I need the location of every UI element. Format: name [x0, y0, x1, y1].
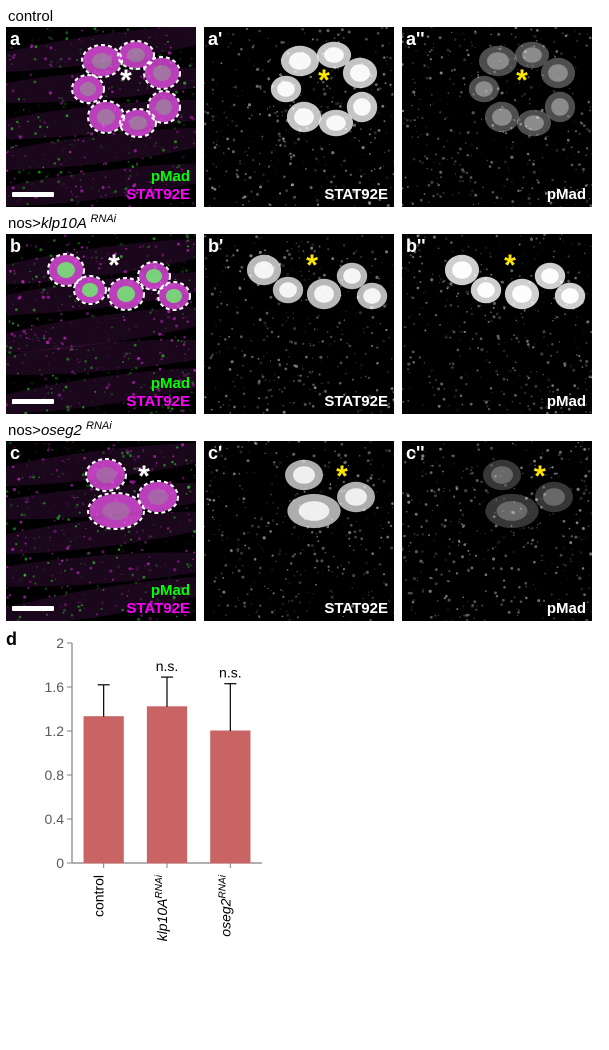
- figure: control a * pMad STAT92E a' * STAT92E a'…: [0, 0, 609, 978]
- scale-bar: [12, 192, 54, 197]
- channel-label-pmad: pMad: [151, 375, 190, 392]
- panel-row-klp10a: b * pMad STAT92E b' * STAT92E b'' * pMad: [6, 234, 609, 414]
- panel-tag: a: [10, 29, 20, 50]
- merged-panel-klp10a: b * pMad STAT92E: [6, 234, 196, 414]
- gray-panel-control-stat: a' * STAT92E: [204, 27, 394, 207]
- panel-tag: c': [208, 443, 222, 464]
- row-label-klp10a: nos>klp10A RNAi: [8, 213, 609, 232]
- channel-label-stat92e: STAT92E: [126, 600, 190, 617]
- panel-tag: c'': [406, 443, 425, 464]
- channel-label: STAT92E: [324, 186, 388, 203]
- channel-label: pMad: [547, 393, 586, 410]
- channel-label: STAT92E: [324, 393, 388, 410]
- bar-1: [147, 707, 186, 863]
- image-rows: control a * pMad STAT92E a' * STAT92E a'…: [6, 8, 609, 621]
- channel-label: pMad: [547, 186, 586, 203]
- bar-chart: 0 0.4 0.8 1.2 1.6 2 control n.s. klp10ARNAi n.s. o…: [24, 633, 304, 963]
- channel-label-stat92e: STAT92E: [126, 393, 190, 410]
- gray-panel-klp10a-pmad: b'' * pMad: [402, 234, 592, 414]
- hub-asterisk: *: [504, 251, 516, 281]
- channel-label: pMad: [547, 600, 586, 617]
- y-tick-label: 0: [56, 855, 64, 871]
- scale-bar: [12, 606, 54, 611]
- panel-tag-d: d: [6, 629, 17, 650]
- hub-asterisk: *: [534, 462, 546, 492]
- panel-tag: a'': [406, 29, 425, 50]
- channel-label-stat92e: STAT92E: [126, 186, 190, 203]
- panel-tag: b: [10, 236, 21, 257]
- panel-tag: b': [208, 236, 223, 257]
- y-tick-label: 1.2: [45, 723, 65, 739]
- hub-asterisk: *: [120, 66, 132, 96]
- channel-label-pmad: pMad: [151, 168, 190, 185]
- panel-tag: b'': [406, 236, 426, 257]
- x-tick-label: control: [91, 875, 107, 917]
- x-tick-label: klp10ARNAi: [154, 874, 170, 941]
- y-tick-label: 1.6: [45, 679, 65, 695]
- y-tick-label: 2: [56, 635, 64, 651]
- row-label-control: control: [8, 8, 609, 25]
- gray-panel-klp10a-stat: b' * STAT92E: [204, 234, 394, 414]
- merged-panel-control: a * pMad STAT92E: [6, 27, 196, 207]
- hub-asterisk: *: [318, 66, 330, 96]
- x-tick-label: oseg2RNAi: [217, 874, 233, 936]
- row-label-oseg2: nos>oseg2 RNAi: [8, 420, 609, 439]
- channel-label-pmad: pMad: [151, 582, 190, 599]
- gray-panel-oseg2-stat: c' * STAT92E: [204, 441, 394, 621]
- hub-asterisk: *: [516, 66, 528, 96]
- y-tick-label: 0.4: [45, 811, 65, 827]
- hub-asterisk: *: [336, 462, 348, 492]
- scale-bar: [12, 399, 54, 404]
- sig-label: n.s.: [219, 665, 242, 681]
- sig-label: n.s.: [156, 658, 179, 674]
- bar-2: [211, 731, 250, 863]
- hub-asterisk: *: [138, 462, 150, 492]
- panel-tag: c: [10, 443, 20, 464]
- gray-panel-oseg2-pmad: c'' * pMad: [402, 441, 592, 621]
- merged-panel-oseg2: c * pMad STAT92E: [6, 441, 196, 621]
- panel-tag: a': [208, 29, 222, 50]
- panel-row-oseg2: c * pMad STAT92E c' * STAT92E c'' * pMad: [6, 441, 609, 621]
- hub-asterisk: *: [306, 251, 318, 281]
- hub-asterisk: *: [108, 251, 120, 281]
- chart-panel: d 00.40.81.21.62controln.s.klp10ARNAin.s…: [24, 633, 324, 968]
- gray-panel-control-pmad: a'' * pMad: [402, 27, 592, 207]
- bar-0: [84, 717, 123, 863]
- panel-row-control: a * pMad STAT92E a' * STAT92E a'' * pMad: [6, 27, 609, 207]
- y-tick-label: 0.8: [45, 767, 65, 783]
- channel-label: STAT92E: [324, 600, 388, 617]
